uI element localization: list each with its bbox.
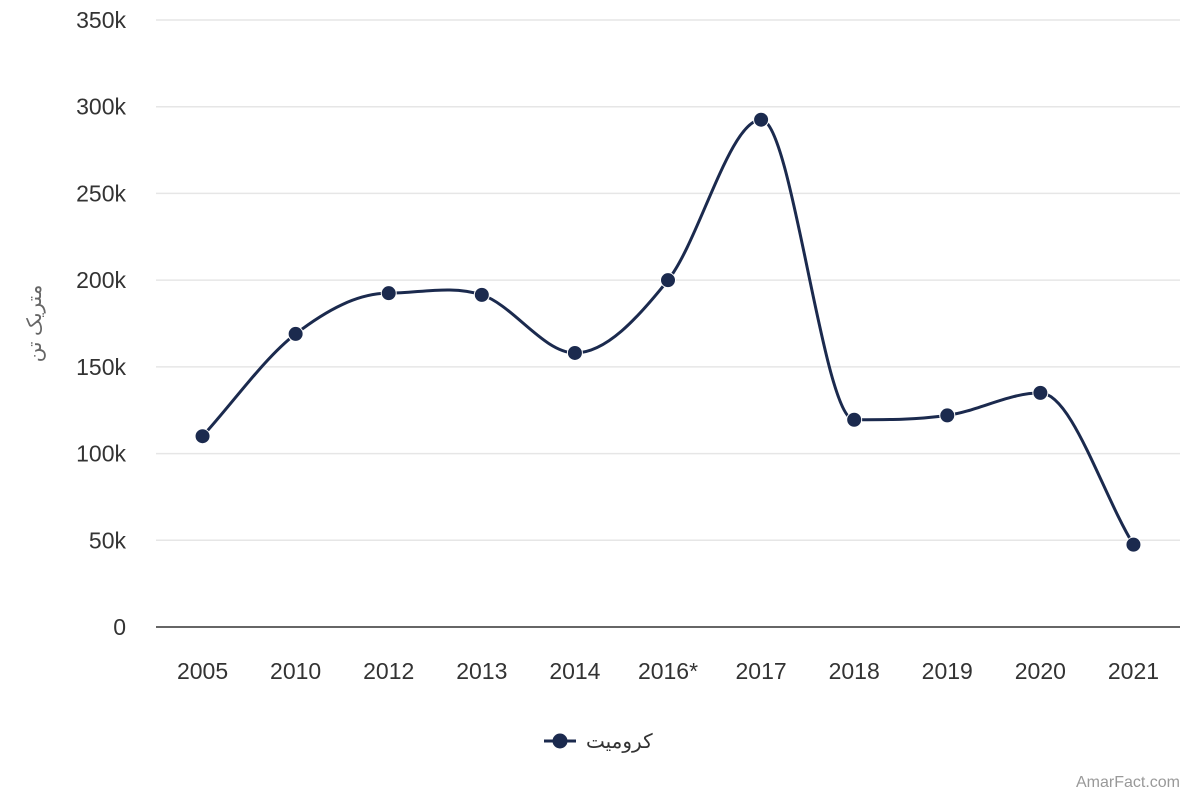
x-tick-label: 2012 <box>363 658 414 684</box>
y-axis: 0 50k 100k 150k 200k 250k 300k 350k <box>76 7 126 640</box>
series-line <box>201 118 1135 546</box>
y-axis-title: متریک تن <box>24 285 46 363</box>
data-point[interactable] <box>846 411 863 428</box>
data-point[interactable] <box>753 111 770 128</box>
y-tick-label: 0 <box>113 614 126 640</box>
x-tick-label: 2016* <box>638 658 698 684</box>
x-tick-label: 2017 <box>736 658 787 684</box>
data-point[interactable] <box>287 325 304 342</box>
y-tick-label: 150k <box>76 354 126 380</box>
y-tick-label: 100k <box>76 441 126 467</box>
data-point[interactable] <box>939 407 956 424</box>
credit-text[interactable]: AmarFact.com <box>1075 774 1180 791</box>
data-point[interactable] <box>1032 384 1049 401</box>
x-axis: 2005 2010 2012 2013 2014 2016* 2017 2018 2019 202… <box>156 626 1180 684</box>
data-point[interactable] <box>1125 536 1142 553</box>
gridlines <box>156 19 1180 542</box>
legend-marker <box>552 733 568 749</box>
data-point[interactable] <box>380 285 397 302</box>
x-tick-label: 2020 <box>1015 658 1066 684</box>
legend-label: کرومیت <box>586 731 653 753</box>
x-tick-label: 2014 <box>549 658 600 684</box>
x-tick-label: 2019 <box>922 658 973 684</box>
y-tick-label: 300k <box>76 94 126 120</box>
x-tick-label: 2021 <box>1108 658 1159 684</box>
y-tick-label: 50k <box>89 527 127 553</box>
x-tick-label: 2010 <box>270 658 321 684</box>
x-tick-label: 2005 <box>177 658 228 684</box>
data-point[interactable] <box>566 344 583 361</box>
y-tick-label: 350k <box>76 7 126 33</box>
y-tick-label: 250k <box>76 180 126 206</box>
x-tick-label: 2018 <box>829 658 880 684</box>
legend[interactable]: کرومیت <box>544 731 653 753</box>
data-point[interactable] <box>473 286 490 303</box>
data-point[interactable] <box>194 428 211 445</box>
data-point[interactable] <box>660 272 676 289</box>
series-layer <box>194 111 1142 553</box>
y-tick-label: 200k <box>76 267 126 293</box>
x-tick-label: 2013 <box>456 658 507 684</box>
